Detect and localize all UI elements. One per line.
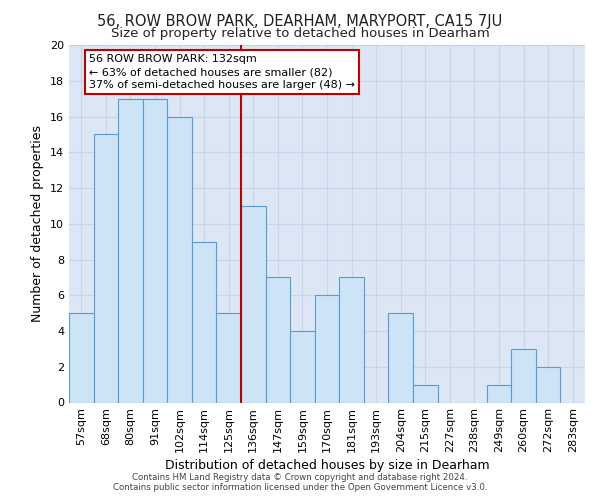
Bar: [217, 313, 241, 402]
Bar: [167, 116, 192, 403]
Bar: [388, 313, 413, 402]
Y-axis label: Number of detached properties: Number of detached properties: [31, 125, 44, 322]
Bar: [69, 313, 94, 402]
Text: 56 ROW BROW PARK: 132sqm
← 63% of detached houses are smaller (82)
37% of semi-d: 56 ROW BROW PARK: 132sqm ← 63% of detach…: [89, 54, 355, 90]
Bar: [266, 278, 290, 402]
Bar: [413, 384, 437, 402]
Bar: [511, 349, 536, 403]
Bar: [241, 206, 266, 402]
Bar: [536, 367, 560, 402]
Bar: [339, 278, 364, 402]
X-axis label: Distribution of detached houses by size in Dearham: Distribution of detached houses by size …: [164, 460, 490, 472]
Bar: [487, 384, 511, 402]
Bar: [143, 98, 167, 403]
Text: 56, ROW BROW PARK, DEARHAM, MARYPORT, CA15 7JU: 56, ROW BROW PARK, DEARHAM, MARYPORT, CA…: [97, 14, 503, 29]
Text: Contains HM Land Registry data © Crown copyright and database right 2024.
Contai: Contains HM Land Registry data © Crown c…: [113, 473, 487, 492]
Bar: [315, 295, 339, 403]
Bar: [118, 98, 143, 403]
Text: Size of property relative to detached houses in Dearham: Size of property relative to detached ho…: [110, 28, 490, 40]
Bar: [94, 134, 118, 402]
Bar: [290, 331, 315, 402]
Bar: [192, 242, 217, 402]
